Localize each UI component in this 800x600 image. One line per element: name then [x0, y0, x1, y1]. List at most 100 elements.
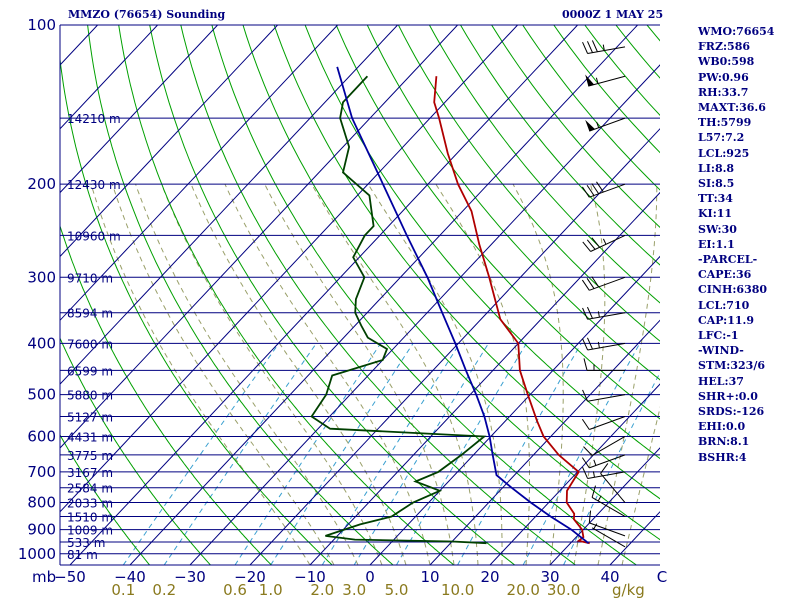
temperature-tick-label: −50 [54, 568, 86, 586]
index-item: FRZ:586 [698, 40, 751, 54]
mixing-ratio-line [321, 343, 461, 565]
wind-barb-half-flag [596, 121, 600, 128]
height-label: 14210 m [67, 112, 121, 126]
temperature-tick-label: −10 [294, 568, 326, 586]
temperature-tick-label: 20 [480, 568, 499, 586]
wind-barb [582, 234, 626, 252]
wind-barb [581, 276, 626, 291]
pressure-tick-label: 1000 [18, 545, 56, 563]
dry-adiabat-line [60, 337, 211, 565]
wind-barb-half-flag [593, 523, 598, 530]
wind-barb [581, 416, 626, 430]
isotherm-line [249, 128, 660, 565]
wind-barb-flag [582, 241, 591, 252]
dry-adiabat-line [60, 55, 333, 565]
mixing-ratio-label: 20.0 [507, 581, 540, 599]
isotherm-line [60, 25, 338, 322]
wind-barb-flag [582, 41, 589, 54]
pressure-tick-label: 600 [27, 427, 56, 445]
wind-barb-staff [587, 46, 626, 54]
wind-barb-staff [591, 497, 626, 517]
dry-adiabat-line [60, 433, 150, 565]
moist-adiabat-line [311, 183, 479, 565]
wind-barb [583, 436, 626, 456]
dry-adiabat-line [60, 224, 272, 565]
height-label: 12430 m [67, 178, 121, 192]
wind-barb [585, 117, 626, 132]
pressure-unit-label: mb [32, 568, 56, 586]
isotherm-line [60, 25, 458, 449]
wind-barb-staff [589, 454, 626, 469]
wind-barb-half-flag [595, 77, 599, 84]
height-label: 3167 m [67, 466, 113, 480]
wind-barb-half-flag [597, 311, 600, 318]
wind-barb-flag [582, 338, 589, 351]
height-label: 6599 m [67, 364, 113, 378]
mixing-ratio-label: 2.0 [310, 581, 334, 599]
mixing-ratio-line [122, 343, 280, 565]
index-item: EHI:0.0 [698, 420, 746, 434]
temperature-tick-label: −20 [234, 568, 266, 586]
wind-barb-staff [589, 276, 626, 291]
wind-barb [582, 306, 626, 320]
dry-adiabat-line [428, 25, 660, 304]
wind-barb-pennant [585, 119, 595, 132]
wind-barb-flag [600, 463, 609, 474]
index-item: EI:1.1 [698, 237, 735, 251]
isotherm-line [0, 25, 38, 565]
height-label: 2033 m [67, 497, 113, 511]
index-item: MAXT:36.6 [698, 101, 766, 115]
wind-barb [585, 74, 626, 87]
height-label: 81 m [67, 548, 98, 562]
height-label: 10960 m [67, 229, 121, 243]
wind-barb-staff [589, 522, 626, 537]
index-item: SW:30 [698, 222, 737, 236]
dry-adiabat-line [397, 25, 660, 342]
height-label: 533 m [67, 536, 105, 550]
height-label: 7600 m [67, 337, 113, 351]
index-item: LI:8.8 [698, 161, 735, 175]
wind-barb-staff [587, 394, 626, 402]
moist-adiabat-line [435, 183, 530, 565]
height-label: 3775 m [67, 449, 113, 463]
mixing-ratio-line [563, 371, 660, 565]
wind-barb-staff [589, 183, 626, 198]
index-item: TT:34 [698, 192, 733, 206]
dry-adiabat-line [460, 25, 660, 266]
wind-barb-flag [581, 279, 590, 291]
pressure-tick-label: 400 [27, 334, 56, 352]
index-item: BSHR:4 [698, 450, 747, 464]
isotherm-line [60, 25, 518, 513]
wind-barb-flag [582, 389, 589, 402]
index-item: CINH:6380 [698, 283, 768, 297]
pressure-tick-label: 800 [27, 494, 56, 512]
temperature-profile [433, 76, 590, 545]
wind-barb-half-flag [597, 341, 600, 348]
index-panel: WMO:76654 FRZ:586 WB0:598 PW:0.96 RH:33.7 MAX… [698, 24, 774, 465]
temperature-tick-label: −30 [174, 568, 206, 586]
index-item: -PARCEL- [698, 253, 758, 267]
mixing-ratio-line [234, 343, 382, 565]
isotherm-line [309, 191, 660, 565]
isotherm-line [189, 64, 660, 565]
index-item: CAPE:36 [698, 268, 752, 282]
index-item: SHR+:0.0 [698, 389, 758, 403]
wind-barb-flag [581, 418, 590, 430]
wind-barb-flag [587, 306, 593, 319]
dry-adiabat-line [242, 25, 660, 541]
wind-barb-flag [581, 186, 590, 198]
wind-barb-flag [586, 239, 596, 250]
wind-barb-staff [591, 436, 626, 456]
index-item: BRN:8.1 [698, 435, 750, 449]
height-label: 5127 m [67, 411, 113, 425]
moist-adiabat-line [597, 184, 658, 565]
mixing-ratio-unit: g/kg [612, 581, 645, 599]
wind-barb-half-flag [593, 459, 597, 466]
wind-barb-flag [587, 41, 593, 53]
moist-adiabat-line [512, 183, 564, 565]
index-item: CAP:11.9 [698, 313, 755, 327]
index-item: RH:33.7 [698, 85, 749, 99]
wind-barb [582, 40, 626, 54]
pressure-tick-label: 700 [27, 463, 56, 481]
temperature-tick-label: 10 [420, 568, 439, 586]
